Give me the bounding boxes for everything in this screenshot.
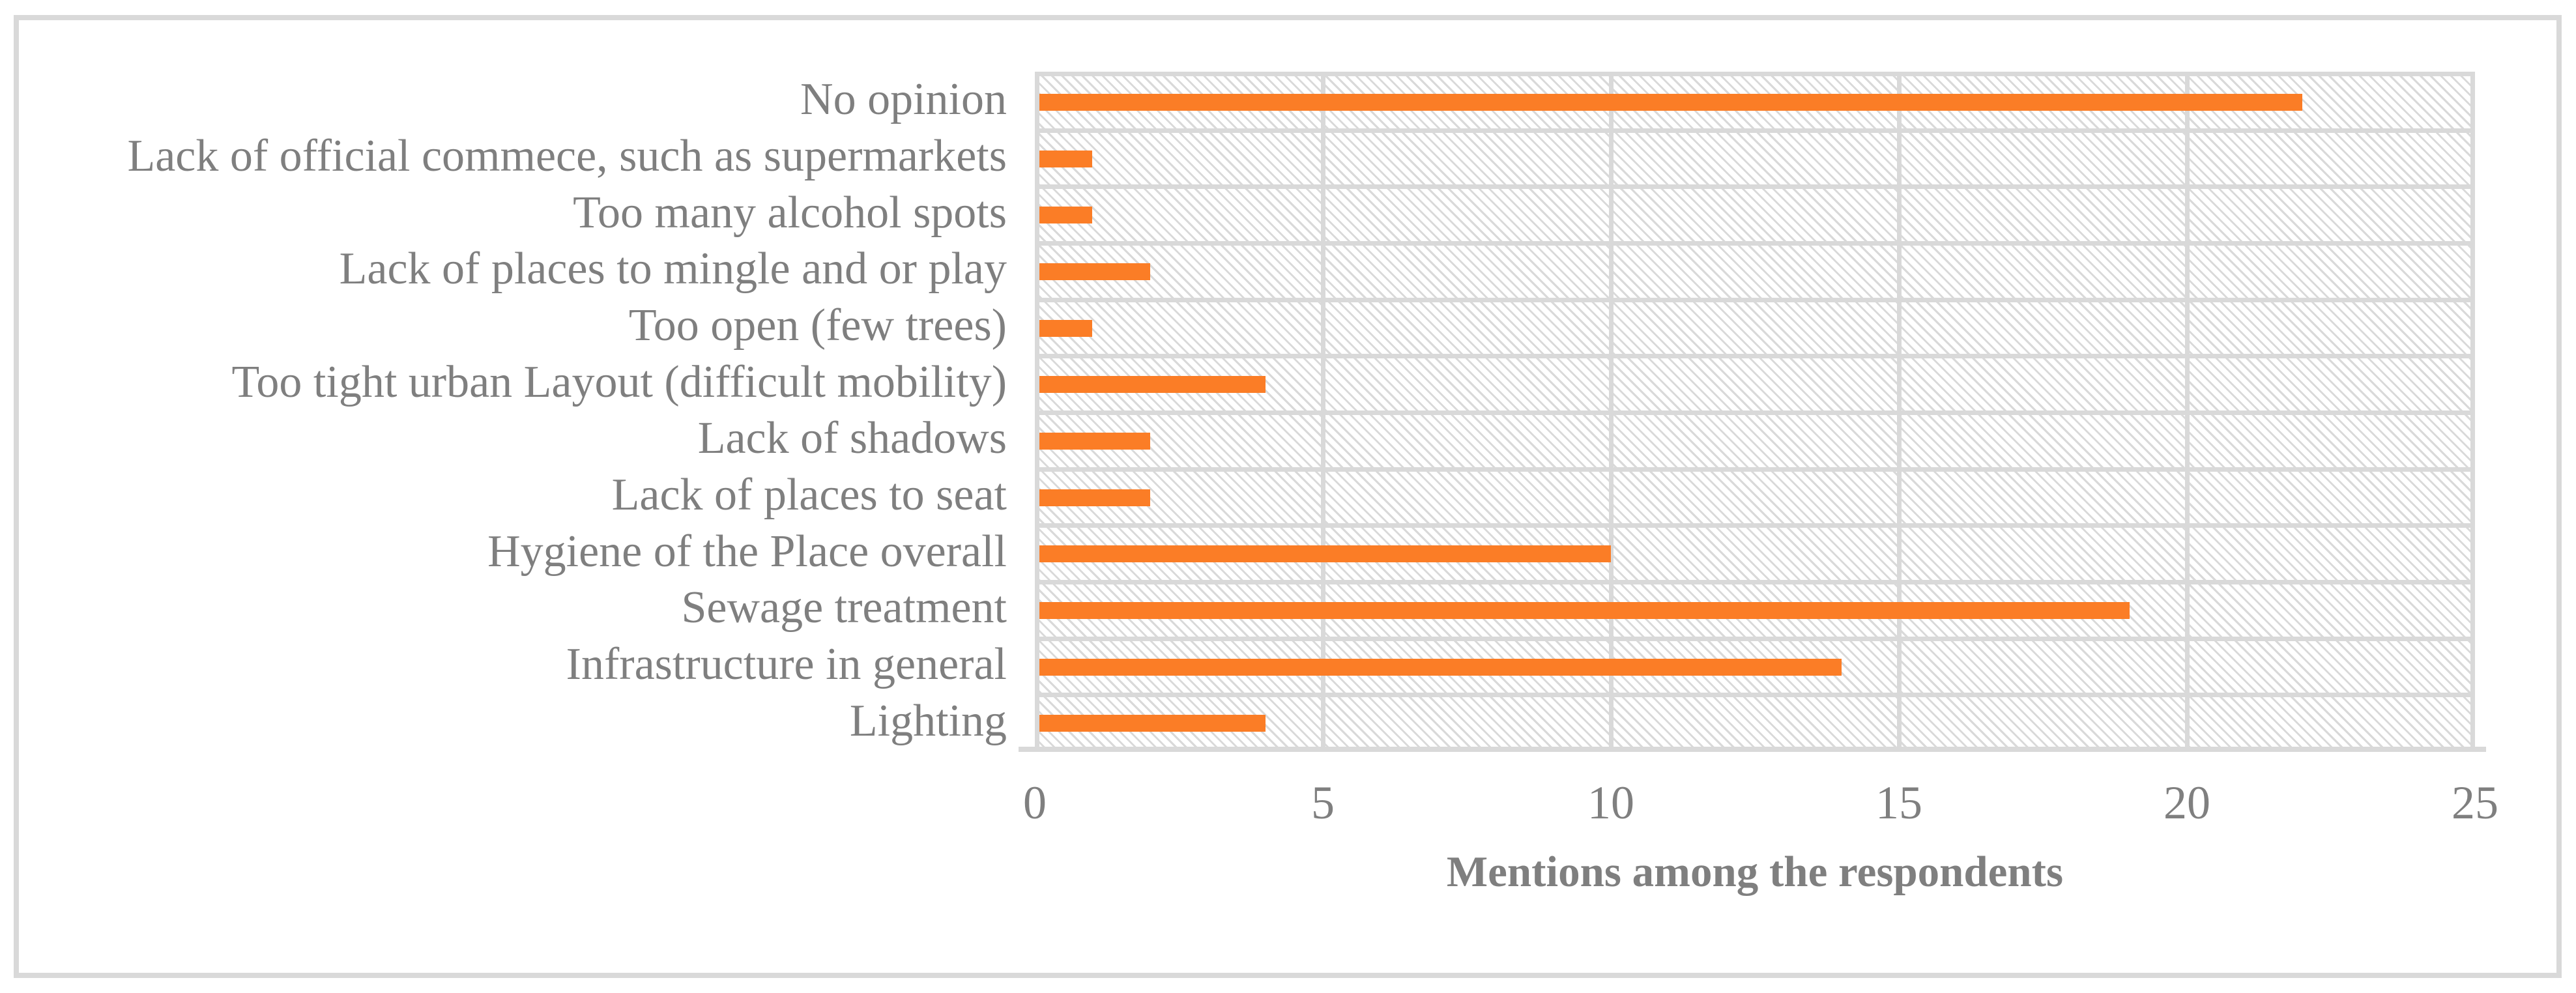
v-gridline — [2470, 72, 2475, 749]
v-gridline — [2184, 72, 2190, 749]
category-label: Hygiene of the Place overall — [487, 526, 1007, 577]
category-label: Infrastructure in general — [566, 639, 1007, 690]
x-axis-tick-labels: 0 5 10 15 20 25 — [1023, 777, 2498, 844]
bar — [1039, 376, 1266, 394]
x-tick-label: 15 — [1875, 777, 1922, 829]
x-tick-label: 10 — [1587, 777, 1634, 829]
bar-row — [1035, 580, 2475, 637]
bar — [1039, 93, 2302, 111]
category-label: Lack of shadows — [697, 413, 1007, 464]
bar — [1039, 207, 1093, 224]
bar-row — [1035, 523, 2475, 580]
x-axis-line — [1019, 747, 2486, 752]
bar-row — [1035, 693, 2475, 749]
bar — [1039, 601, 2130, 619]
bar-rows — [1035, 72, 2475, 749]
vertical-gridlines — [1035, 72, 2475, 749]
category-label: Too open (few trees) — [628, 300, 1007, 351]
bar-row — [1035, 354, 2475, 410]
bar — [1039, 263, 1150, 280]
bar — [1039, 545, 1611, 563]
category-label: Lighting — [849, 695, 1007, 746]
bar — [1039, 319, 1093, 337]
bar-row — [1035, 467, 2475, 524]
bar — [1039, 489, 1150, 506]
category-label: Too many alcohol spots — [573, 187, 1007, 238]
bar-row — [1035, 128, 2475, 185]
chart-border — [14, 15, 2562, 978]
bar — [1039, 658, 1842, 676]
x-tick-label: 0 — [1023, 777, 1047, 829]
bar-row — [1035, 72, 2475, 128]
bar-row — [1035, 410, 2475, 467]
v-gridline — [1896, 72, 1902, 749]
bar — [1039, 715, 1266, 732]
plot-area — [1035, 72, 2475, 749]
bar-row — [1035, 241, 2475, 298]
x-tick-label: 25 — [2452, 777, 2498, 829]
bar — [1039, 150, 1093, 167]
v-gridline — [1035, 72, 1039, 749]
category-label: Sewage treatment — [681, 583, 1007, 633]
v-gridline — [1320, 72, 1325, 749]
x-axis-title: Mentions among the respondents — [1446, 848, 2064, 896]
category-label: Lack of places to seat — [611, 470, 1007, 521]
category-label: Too tight urban Layout (difficult mobili… — [231, 356, 1007, 407]
bar-row — [1035, 184, 2475, 241]
x-tick-label: 20 — [2164, 777, 2210, 829]
category-axis-labels: No opinion Lack of official commece, such… — [14, 72, 1007, 749]
category-label: Lack of official commece, such as superm… — [127, 131, 1007, 181]
bar — [1039, 432, 1150, 450]
v-gridline — [1608, 72, 1614, 749]
x-tick-label: 5 — [1311, 777, 1335, 829]
category-label: Lack of places to mingle and or play — [339, 244, 1007, 295]
category-label: No opinion — [800, 74, 1007, 125]
bar-row — [1035, 297, 2475, 354]
bar-row — [1035, 636, 2475, 693]
